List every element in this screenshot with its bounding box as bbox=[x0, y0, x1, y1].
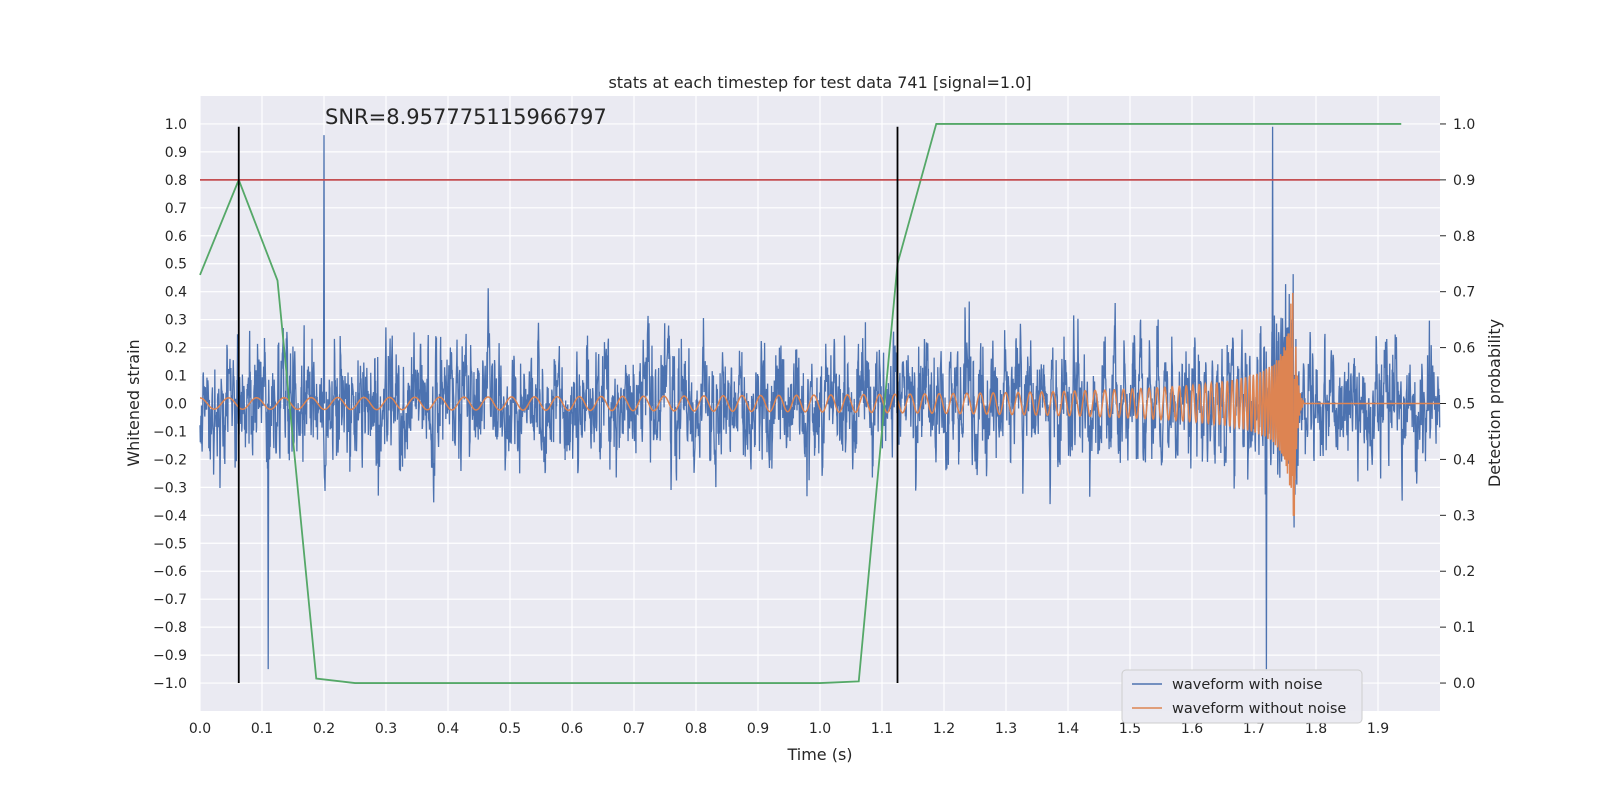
y2-tick-label: 0.3 bbox=[1453, 508, 1475, 524]
x-tick-label: 1.1 bbox=[871, 721, 893, 737]
x-tick-label: 0.1 bbox=[251, 721, 273, 737]
x-tick-label: 1.4 bbox=[1057, 721, 1079, 737]
y-tick-label: 0.2 bbox=[165, 341, 187, 357]
x-tick-label: 1.7 bbox=[1243, 721, 1265, 737]
y2-tick-label: 0.9 bbox=[1453, 173, 1475, 189]
y2-tick-label: 1.0 bbox=[1453, 117, 1475, 133]
y2-tick-label: 0.7 bbox=[1453, 285, 1475, 301]
x-tick-label: 0.2 bbox=[313, 721, 335, 737]
x-tick-label: 0.9 bbox=[747, 721, 769, 737]
noise-trace bbox=[199, 126, 1441, 670]
legend-box bbox=[1121, 669, 1363, 724]
snr-annotation: SNR=8.957775115966797 bbox=[325, 105, 607, 129]
series-waveform-with-noise bbox=[199, 126, 1441, 670]
y-tick-label: 0.3 bbox=[165, 313, 187, 329]
x-tick-label: 0.0 bbox=[189, 721, 211, 737]
ticks: 0.0 0.1 0.2 0.3 0.4 0.5 0.6 0.7 0.8 0.9 1.0 1.1 1.2 1… bbox=[153, 117, 1475, 737]
legend-label-noise: waveform with noise bbox=[1172, 677, 1323, 693]
x-tick-label: 1.9 bbox=[1367, 721, 1389, 737]
x-tick-label: 1.2 bbox=[933, 721, 955, 737]
x-tick-label: 1.3 bbox=[995, 721, 1017, 737]
x-tick-label: 1.6 bbox=[1181, 721, 1203, 737]
y2-tick-label: 0.1 bbox=[1453, 620, 1475, 636]
y-tick-label: 0.9 bbox=[165, 145, 187, 161]
y-tick-label: 0.1 bbox=[165, 369, 187, 385]
y2-axis-label: Detection probability bbox=[1485, 319, 1504, 487]
y-axis-label: Whitened strain bbox=[124, 339, 143, 466]
y-tick-label: 1.0 bbox=[165, 117, 187, 133]
y-tick-label: −0.1 bbox=[153, 424, 187, 440]
x-tick-label: 1.0 bbox=[809, 721, 831, 737]
x-tick-label: 0.5 bbox=[499, 721, 521, 737]
x-tick-label: 0.4 bbox=[437, 721, 459, 737]
chirp-trace bbox=[199, 292, 1440, 516]
series-waveform-without-noise bbox=[199, 292, 1440, 516]
y2-tick-label: 0.8 bbox=[1453, 229, 1475, 245]
y-tick-label: 0.0 bbox=[165, 397, 187, 413]
x-tick-label: 1.5 bbox=[1119, 721, 1141, 737]
y-tick-label: −1.0 bbox=[153, 676, 187, 692]
y-tick-label: 0.6 bbox=[165, 229, 187, 245]
y-tick-label: −0.7 bbox=[153, 592, 187, 608]
y-tick-label: −0.5 bbox=[153, 536, 187, 552]
legend-label-no-noise: waveform without noise bbox=[1172, 701, 1346, 717]
y-tick-label: −0.4 bbox=[153, 508, 187, 524]
y-tick-label: −0.8 bbox=[153, 620, 187, 636]
probability-line bbox=[199, 123, 1402, 684]
x-tick-label: 0.8 bbox=[685, 721, 707, 737]
y2-tick-label: 0.5 bbox=[1453, 397, 1475, 413]
y-tick-label: 0.5 bbox=[165, 257, 187, 273]
y-tick-label: −0.3 bbox=[153, 480, 187, 496]
x-axis-label: Time (s) bbox=[786, 745, 852, 764]
y2-tick-label: 0.4 bbox=[1453, 452, 1475, 468]
y-tick-label: −0.2 bbox=[153, 452, 187, 468]
overlays bbox=[200, 126, 1440, 684]
y2-tick-label: 0.2 bbox=[1453, 564, 1475, 580]
chart-title: stats at each timestep for test data 741… bbox=[608, 73, 1031, 92]
x-tick-label: 0.7 bbox=[623, 721, 645, 737]
y2-tick-label: 0.6 bbox=[1453, 341, 1475, 357]
y-tick-label: 0.4 bbox=[165, 285, 187, 301]
y-tick-label: 0.7 bbox=[165, 201, 187, 217]
x-tick-label: 0.3 bbox=[375, 721, 397, 737]
y-tick-label: 0.8 bbox=[165, 173, 187, 189]
y-tick-label: −0.9 bbox=[153, 648, 187, 664]
legend: waveform with noise waveform without noi… bbox=[1121, 669, 1363, 724]
y-tick-label: −0.6 bbox=[153, 564, 187, 580]
y2-tick-label: 0.0 bbox=[1453, 676, 1475, 692]
x-tick-label: 0.6 bbox=[561, 721, 583, 737]
x-tick-label: 1.8 bbox=[1305, 721, 1327, 737]
